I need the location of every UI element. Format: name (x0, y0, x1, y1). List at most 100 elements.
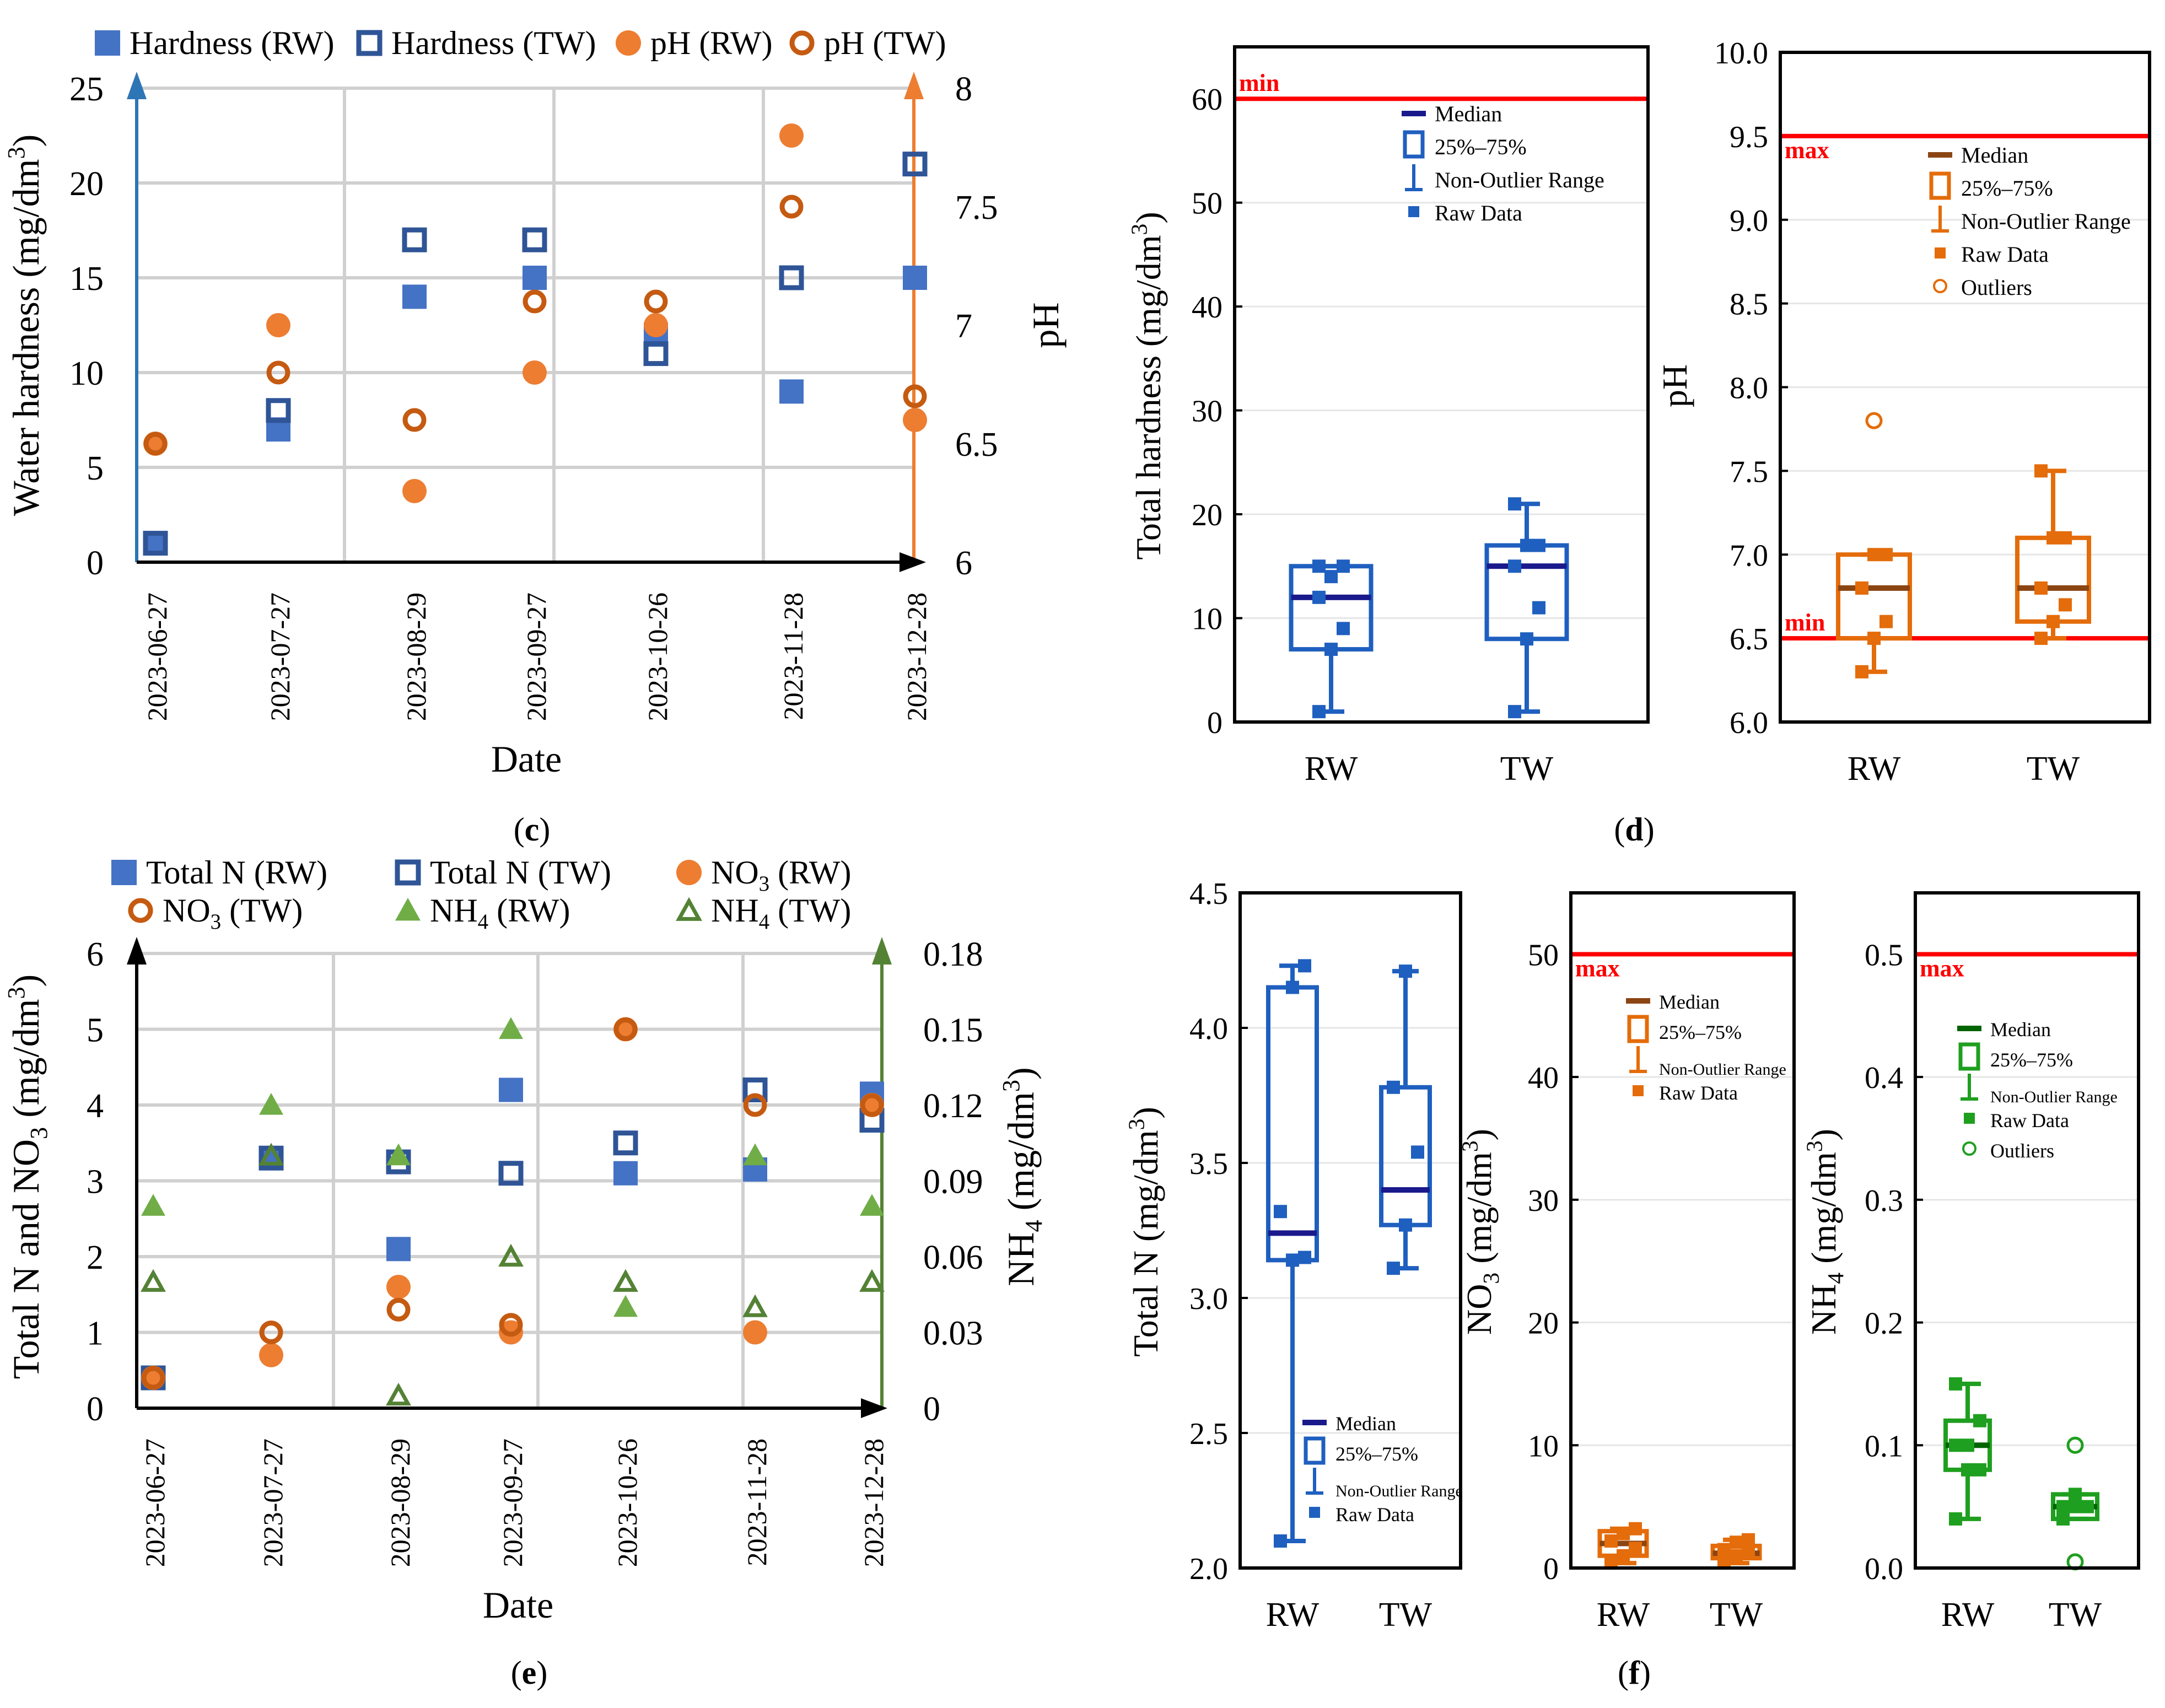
y-tick-label: 0 (87, 1391, 104, 1428)
data-point-nh-rw (141, 1194, 165, 1216)
y-tick-label: 50 (1528, 938, 1559, 972)
raw-point-tw (2034, 632, 2048, 645)
y-tick-label: 7.0 (1730, 538, 1768, 573)
data-point-total-n-rw (613, 1161, 638, 1186)
y-tick-label: 3.5 (1189, 1147, 1228, 1181)
raw-point-tw (1532, 538, 1545, 552)
data-point-total-n-tw (742, 1077, 768, 1102)
plot-frame (1914, 891, 2140, 1570)
legend-label-non-outlier-range: Non-Outlier Range (1990, 1088, 2118, 1106)
raw-point-tw (2056, 1512, 2070, 1526)
raw-point-rw (1879, 615, 1893, 628)
y-tick-label: 0.0 (1865, 1552, 1903, 1586)
limit-label-max: max (1575, 955, 1620, 982)
box-tw (1484, 543, 1569, 642)
chart-d-hardness-box: 0 10 20 30 40 50 60 min RW TW Total hardness (mg/d… (1127, 45, 1650, 788)
data-point-no-tw (743, 1093, 767, 1117)
x-axis-title: Date (491, 738, 562, 780)
x-axis-arrow (900, 552, 926, 572)
x-tick-label: TW (2049, 1596, 2102, 1634)
raw-point-rw (1604, 1534, 1618, 1548)
data-point-nh-tw (141, 1269, 166, 1292)
data-point-hardness-rw (903, 266, 927, 290)
y2-tick-label: 8 (955, 71, 972, 108)
y-tick-label: 2.0 (1189, 1552, 1228, 1586)
y-axis-title: Total N and NO3​ (mg/dm3​) (3, 974, 52, 1379)
x-tick-label: 2023-09-27 (497, 1438, 528, 1567)
raw-point-tw (1520, 538, 1533, 552)
data-point-nh-tw (386, 1382, 411, 1406)
y-axis-left-arrow (127, 72, 147, 99)
raw-point-rw (1867, 632, 1881, 645)
legend-marker-ph-tw (789, 30, 815, 56)
outlier-rw (1865, 412, 1883, 429)
data-point-ph-tw (266, 360, 290, 385)
legend-label-median: Median (1990, 1019, 2051, 1041)
plot-frame (1779, 51, 2151, 724)
raw-point-rw (1629, 1542, 1642, 1555)
legend-raw-swatch (1408, 206, 1419, 217)
y-tick-label: 5 (87, 450, 104, 487)
data-point-ph-rw (523, 360, 547, 385)
raw-point-rw (1298, 959, 1311, 973)
y-tick-label: 15 (69, 260, 104, 298)
raw-point-tw (1399, 1218, 1412, 1232)
data-point-hardness-tw (779, 265, 804, 290)
x-tick-label: RW (1941, 1596, 1995, 1634)
x-tick-label: 2023-06-27 (139, 1438, 170, 1567)
raw-point-rw (1629, 1522, 1642, 1535)
y-axis-right-arrow (904, 72, 924, 99)
y-axis-title: Total hardness (mg/dm3​) (1127, 212, 1168, 559)
data-point-nh-rw (743, 1143, 767, 1166)
y2-tick-label: 0 (923, 1391, 940, 1428)
data-point-total-n-rw (499, 1077, 523, 1102)
legend-label-total-n-tw: Total N (TW) (430, 854, 611, 891)
x-tick-label: 2023-08-29 (385, 1438, 416, 1567)
legend-outlier-swatch (1933, 279, 1947, 293)
raw-point-rw (1879, 548, 1893, 562)
raw-point-rw (1973, 1414, 1986, 1427)
data-point-ph-tw (903, 384, 927, 408)
y-tick-label: 0.2 (1865, 1307, 1903, 1341)
data-point-hardness-tw (643, 341, 669, 367)
raw-point-rw (1961, 1463, 1974, 1477)
raw-point-tw (1730, 1549, 1743, 1562)
y-tick-label: 0.3 (1865, 1184, 1903, 1218)
x-tick-label: 2023-07-27 (265, 592, 295, 721)
raw-point-rw (1274, 1205, 1287, 1219)
legend-label-raw-data: Raw Data (1961, 242, 2049, 267)
x-tick-label: 2023-10-26 (612, 1438, 643, 1567)
raw-point-rw (1867, 548, 1881, 562)
y2-tick-label: 0.15 (923, 1012, 983, 1049)
data-point-hardness-rw (402, 284, 427, 309)
y-tick-label: 6.5 (1730, 622, 1768, 656)
data-point-nh-rw (860, 1194, 884, 1216)
y-tick-label: 2.5 (1189, 1417, 1228, 1451)
raw-point-rw (1617, 1527, 1630, 1540)
raw-point-rw (1312, 590, 1326, 604)
x-axis-title: Date (483, 1584, 553, 1626)
raw-point-rw (1855, 581, 1868, 595)
plot-frame (1238, 891, 1462, 1570)
raw-point-tw (2034, 581, 2048, 595)
data-point-total-n-rw (386, 1237, 411, 1262)
y-axis-title: pH (1655, 364, 1694, 407)
raw-point-tw (2046, 531, 2060, 545)
x-tick-label: 2023-10-26 (642, 592, 673, 721)
y-tick-label: 10 (69, 355, 104, 392)
legend-marker-nh-tw (676, 897, 702, 921)
panel-label-f: (f) (1618, 1655, 1651, 1691)
data-point-nh-rw (386, 1143, 411, 1166)
plot-frame (1569, 891, 1796, 1570)
raw-point-rw (1855, 665, 1868, 678)
data-point-no-tw (499, 1313, 523, 1337)
chart-e: 0 1 2 3 4 5 6 0 0.03 0.06 0.09 0.12 0.15 0.18 2023-06-… (3, 854, 1047, 1626)
legend-marker-total-n-rw (111, 860, 137, 885)
chart-f-totaln-box: 2.0 2.5 3.0 3.5 4.0 4.5 RW TW Total N (mg/dm3​) M… (1124, 877, 1463, 1634)
data-point-ph-rw (644, 313, 668, 337)
legend-label-ph-rw: pH (RW) (650, 25, 773, 61)
legend-label-raw-data: Raw Data (1659, 1082, 1738, 1104)
x-tick-label: RW (1597, 1596, 1650, 1634)
y-axis-title: NO3​ (mg/dm3​) (1457, 1129, 1504, 1335)
y-tick-label: 40 (1528, 1061, 1559, 1095)
